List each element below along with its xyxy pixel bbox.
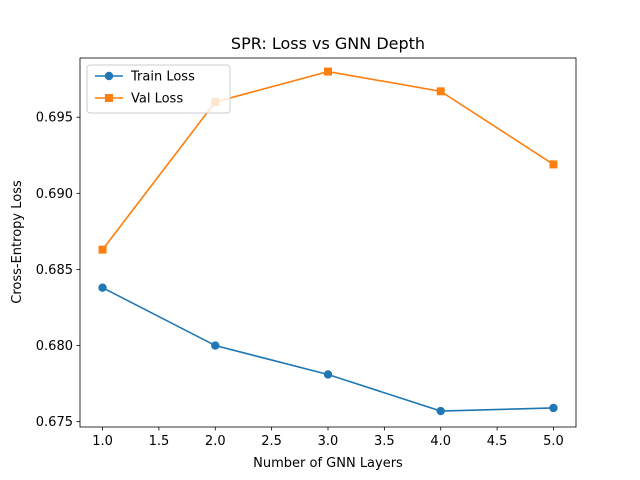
train-loss-point	[323, 370, 333, 379]
legend-train-loss-marker	[104, 71, 114, 81]
train-loss-point	[436, 406, 445, 416]
train-loss-point	[549, 403, 558, 413]
legend: Train Loss Val Loss	[86, 64, 231, 114]
train-loss-point	[98, 283, 107, 292]
train-loss-point	[211, 341, 220, 350]
x-axis-title: Number of GNN Layers	[253, 456, 403, 471]
y-tick-label: 0.675	[36, 415, 73, 430]
legend-box	[86, 64, 231, 114]
x-tick-label: 5.0	[543, 434, 564, 449]
legend-val-loss-label: Val Loss	[131, 92, 183, 107]
x-tick-label: 1.0	[92, 434, 113, 449]
x-tick-label: 2.5	[261, 434, 282, 449]
y-tick-label: 0.685	[36, 263, 73, 278]
y-tick-label: 0.680	[36, 339, 73, 354]
x-tick-label: 4.0	[430, 434, 451, 449]
x-tick-label: 3.0	[318, 434, 339, 449]
y-tick-label: 0.690	[36, 187, 73, 202]
chart-title: SPR: Loss vs GNN Depth	[231, 34, 425, 53]
y-axis-title: Cross-Entropy Loss	[10, 180, 25, 304]
val-loss-point	[549, 160, 558, 169]
val-loss-point	[324, 67, 332, 76]
x-tick-label: 3.5	[374, 434, 395, 449]
x-tick-label: 4.5	[487, 434, 508, 449]
x-tick-label: 2.0	[205, 434, 226, 449]
legend-train-loss-label: Train Loss	[130, 70, 195, 85]
val-loss-point	[436, 87, 445, 96]
x-tick-label: 1.5	[149, 434, 170, 449]
legend-val-loss-marker	[105, 94, 113, 102]
val-loss-point	[98, 245, 107, 254]
plot-area: 1.0 1.5 2.0 2.5 3.0 3.5 4.0 4.5 5.0 0.675 0.680 0.6…	[36, 57, 577, 449]
y-tick-label: 0.695	[36, 111, 73, 126]
